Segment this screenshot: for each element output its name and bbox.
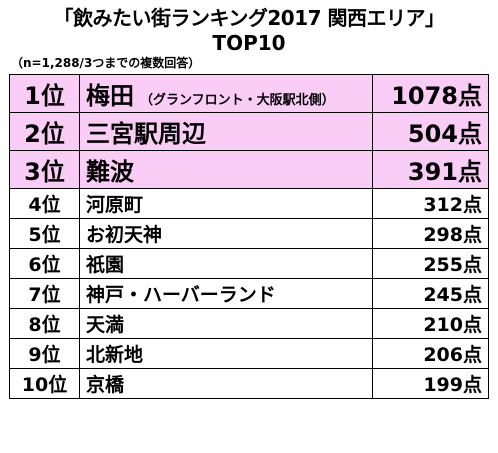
page-subtitle: TOP10 — [212, 31, 286, 55]
rank-label: 2位 — [9, 112, 80, 151]
place-name: 天満 — [79, 308, 373, 339]
rank-label: 5位 — [9, 218, 80, 249]
page-title: 「飲みたい街ランキング2017 関西エリア」 — [53, 6, 445, 30]
place-name: 北新地 — [79, 338, 373, 369]
vote-count: 199点 — [372, 368, 489, 399]
vote-count: 504点 — [372, 112, 489, 151]
table-row-rank-7: 7位 神戸・ハーバーランド 245点 — [9, 278, 489, 309]
table-row-rank-10: 10位 京橋 199点 — [9, 368, 489, 399]
table-row-rank-3: 3位 難波 391点 — [9, 150, 489, 189]
place-name: 京橋 — [79, 368, 373, 399]
vote-count: 391点 — [372, 150, 489, 189]
vote-count: 255点 — [372, 248, 489, 279]
table-row-rank-1: 1位 梅田 （グランフロント・大阪駅北側） 1078点 — [9, 74, 489, 113]
vote-count: 210点 — [372, 308, 489, 339]
vote-count: 245点 — [372, 278, 489, 309]
place-name: 神戸・ハーバーランド — [79, 278, 373, 309]
place-name: お初天神 — [79, 218, 373, 249]
rank-label: 7位 — [9, 278, 80, 309]
table-row-rank-4: 4位 河原町 312点 — [9, 188, 489, 219]
ranking-table: 1位 梅田 （グランフロント・大阪駅北側） 1078点 2位 三宮駅周辺 504点… — [9, 74, 489, 399]
rank-label: 10位 — [9, 368, 80, 399]
sample-note: （n=1,288/3つまでの複数回答） — [11, 56, 201, 70]
place-name: 梅田 — [86, 82, 134, 110]
rank-label: 6位 — [9, 248, 80, 279]
rank-label: 1位 — [9, 74, 80, 113]
vote-count: 1078点 — [372, 74, 489, 113]
vote-count: 298点 — [372, 218, 489, 249]
table-row-rank-5: 5位 お初天神 298点 — [9, 218, 489, 249]
place-name-cell: 梅田 （グランフロント・大阪駅北側） — [79, 74, 373, 113]
place-name: 三宮駅周辺 — [79, 112, 373, 151]
rank-label: 3位 — [9, 150, 80, 189]
place-name: 河原町 — [79, 188, 373, 219]
table-row-rank-9: 9位 北新地 206点 — [9, 338, 489, 369]
vote-count: 206点 — [372, 338, 489, 369]
rank-label: 9位 — [9, 338, 80, 369]
place-note: （グランフロント・大阪駅北側） — [140, 93, 335, 108]
place-name: 祇園 — [79, 248, 373, 279]
table-row-rank-8: 8位 天満 210点 — [9, 308, 489, 339]
table-row-rank-6: 6位 祇園 255点 — [9, 248, 489, 279]
vote-count: 312点 — [372, 188, 489, 219]
place-name: 難波 — [79, 150, 373, 189]
rank-label: 8位 — [9, 308, 80, 339]
rank-label: 4位 — [9, 188, 80, 219]
table-row-rank-2: 2位 三宮駅周辺 504点 — [9, 112, 489, 151]
